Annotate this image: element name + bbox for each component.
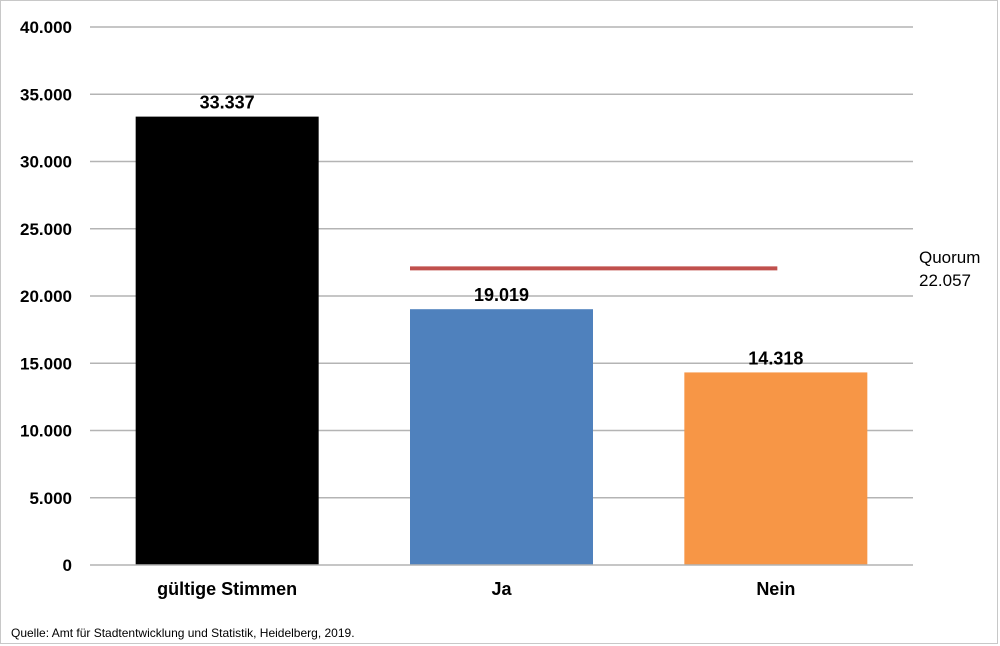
- y-tick-label: 10.000: [20, 422, 72, 441]
- quorum-value: 22.057: [919, 271, 971, 290]
- y-tick-label: 25.000: [20, 220, 72, 239]
- quorum-label: Quorum: [919, 248, 980, 267]
- y-axis: 0 5.000 10.000 15.000 20.000 25.000 30.000 35.0…: [20, 18, 72, 575]
- bars: [135, 116, 868, 566]
- x-tick-label: Nein: [756, 579, 795, 599]
- y-tick-label: 40.000: [20, 18, 72, 37]
- x-axis: gültige Stimmen Ja Nein: [90, 564, 913, 599]
- data-labels: 33.337 19.019 14.318: [200, 93, 804, 369]
- source-note: Quelle: Amt für Stadtentwicklung und Sta…: [11, 626, 355, 640]
- y-tick-label: 0: [63, 556, 72, 575]
- y-tick-label: 5.000: [29, 489, 72, 508]
- x-tick-label: gültige Stimmen: [157, 579, 297, 599]
- bar: [410, 309, 593, 565]
- y-tick-label: 15.000: [20, 354, 72, 373]
- data-label: 33.337: [200, 93, 255, 113]
- bar: [684, 372, 868, 565]
- x-tick-label: Ja: [491, 579, 512, 599]
- data-label: 14.318: [748, 348, 803, 368]
- bar: [135, 116, 319, 566]
- y-tick-label: 35.000: [20, 85, 72, 104]
- quorum-line-group: Quorum 22.057: [410, 248, 980, 290]
- y-tick-label: 30.000: [20, 153, 72, 172]
- y-tick-label: 20.000: [20, 287, 72, 306]
- data-label: 19.019: [474, 285, 529, 305]
